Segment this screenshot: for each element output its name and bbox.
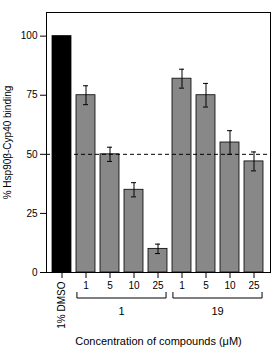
svg-text:10: 10 xyxy=(128,280,140,291)
svg-text:75: 75 xyxy=(26,89,38,100)
svg-text:25: 25 xyxy=(152,280,164,291)
svg-text:25: 25 xyxy=(26,208,38,219)
svg-text:1: 1 xyxy=(118,305,124,317)
svg-text:% Hsp90β-Cyp40 binding: % Hsp90β-Cyp40 binding xyxy=(2,86,13,200)
svg-text:25: 25 xyxy=(248,280,260,291)
svg-text:0: 0 xyxy=(32,267,38,278)
svg-text:1% DMSO: 1% DMSO xyxy=(56,281,67,328)
svg-text:50: 50 xyxy=(26,149,38,160)
svg-text:5: 5 xyxy=(203,280,209,291)
svg-text:Concentration of compounds (μM: Concentration of compounds (μM) xyxy=(75,335,242,347)
svg-text:100: 100 xyxy=(21,30,38,41)
svg-text:1: 1 xyxy=(179,280,185,291)
svg-text:10: 10 xyxy=(224,280,236,291)
svg-text:19: 19 xyxy=(211,305,223,317)
svg-text:1: 1 xyxy=(83,280,89,291)
svg-text:5: 5 xyxy=(107,280,113,291)
